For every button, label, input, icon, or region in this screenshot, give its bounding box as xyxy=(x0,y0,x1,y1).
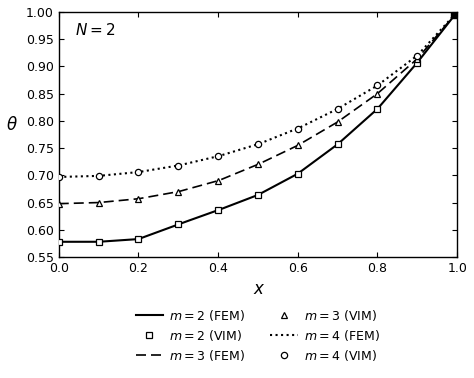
Legend: $m = 2$ (FEM), $m = 2$ (VIM), $m = 3$ (FEM), $m = 3$ (VIM), $m = 4$ (FEM), $m = : $m = 2$ (FEM), $m = 2$ (VIM), $m = 3$ (F… xyxy=(131,302,385,367)
Y-axis label: θ: θ xyxy=(7,116,17,135)
X-axis label: x: x xyxy=(253,280,263,299)
Text: $N = 2$: $N = 2$ xyxy=(75,22,115,38)
